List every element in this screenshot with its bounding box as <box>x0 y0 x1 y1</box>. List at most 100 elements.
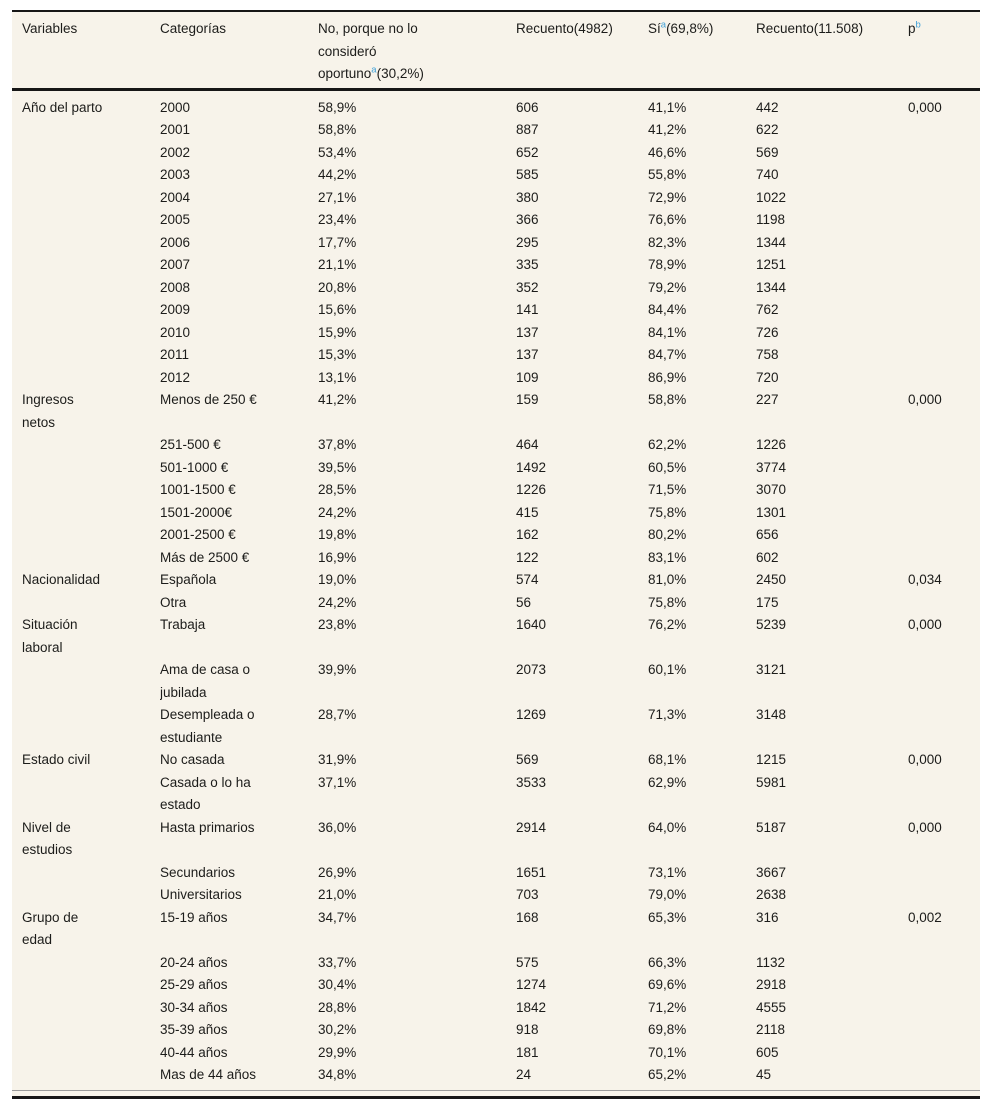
column-header-recuento-no: Recuento(4982) <box>516 12 648 91</box>
table-row: Nacionalidad Española 19,0% 574 81,0% 2450 0,0… <box>12 569 980 592</box>
table-row: 2001-2500 € 19,8% 162 80,2% 656 <box>12 524 980 547</box>
category-cell: Trabaja <box>160 617 206 632</box>
variable-cell <box>12 322 160 345</box>
category-cell: 2003 <box>160 167 191 182</box>
column-header-recuento-si: Recuento(11.508) <box>756 12 908 91</box>
variable-cell <box>12 1064 160 1090</box>
no-count-cell: 352 <box>516 279 539 295</box>
column-header-variables: Variables <box>12 12 160 91</box>
no-percent-cell: 15,6% <box>318 302 357 317</box>
table-row: Universitarios 21,0% 703 79,0% 2638 <box>12 884 980 907</box>
no-percent-cell: 36,0% <box>318 819 357 835</box>
no-count-cell: 918 <box>516 1022 539 1037</box>
no-count-cell: 1226 <box>516 482 547 497</box>
no-count-cell: 137 <box>516 324 539 340</box>
p-value-cell <box>908 367 980 390</box>
p-value-cell <box>908 1064 980 1090</box>
no-percent-cell: 33,7% <box>318 954 357 970</box>
yes-percent-cell: 86,9% <box>648 369 687 385</box>
variable-cell <box>12 659 160 704</box>
column-header-categorias: Categorías <box>160 12 318 91</box>
p-value-cell <box>908 547 980 570</box>
p-value-cell <box>908 952 980 975</box>
no-percent-cell: 28,8% <box>318 999 357 1015</box>
yes-count-cell: 1301 <box>756 504 787 520</box>
yes-count-cell: 3148 <box>756 707 787 722</box>
table-row: Situación laboral Trabaja 23,8% 1640 76,2% 523… <box>12 614 980 659</box>
yes-percent-cell: 71,2% <box>648 999 687 1015</box>
table-row: 40-44 años 29,9% 181 70,1% 605 <box>12 1042 980 1065</box>
yes-percent-cell: 76,6% <box>648 212 687 227</box>
no-count-cell: 181 <box>516 1044 539 1060</box>
category-cell: 30-34 años <box>160 999 228 1015</box>
p-value-cell <box>908 322 980 345</box>
table-row: 2002 53,4% 652 46,6% 569 <box>12 142 980 165</box>
no-count-cell: 606 <box>516 99 539 115</box>
p-value-cell <box>908 209 980 232</box>
yes-count-cell: 5981 <box>756 774 787 790</box>
table-row: 1501-2000€ 24,2% 415 75,8% 1301 <box>12 502 980 525</box>
yes-count-cell: 442 <box>756 99 779 115</box>
variable-cell <box>12 299 160 322</box>
yes-count-cell: 602 <box>756 549 779 565</box>
yes-percent-cell: 84,1% <box>648 324 687 340</box>
variable-cell <box>12 344 160 367</box>
p-value-cell <box>908 772 980 817</box>
no-percent-cell: 53,4% <box>318 144 357 160</box>
no-count-cell: 162 <box>516 527 539 542</box>
no-count-cell: 2073 <box>516 662 547 677</box>
no-count-cell: 574 <box>516 572 539 587</box>
variable-cell <box>12 884 160 907</box>
yes-count-cell: 3121 <box>756 662 787 677</box>
yes-count-cell: 726 <box>756 324 779 340</box>
yes-percent-cell: 71,5% <box>648 482 687 497</box>
category-cell: 2001-2500 € <box>160 527 236 542</box>
variable-cell <box>12 232 160 255</box>
column-header-p-column: pb <box>908 12 980 91</box>
table-row: Año del parto 2000 58,9% 606 41,1% 442 0,000 <box>12 89 980 119</box>
table-row: Grupo de edad 15-19 años 34,7% 168 65,3% 316 0,… <box>12 907 980 952</box>
no-count-cell: 159 <box>516 392 539 407</box>
p-value-cell <box>908 187 980 210</box>
category-cell: 2007 <box>160 257 191 272</box>
no-count-cell: 168 <box>516 909 539 925</box>
yes-count-cell: 227 <box>756 392 779 407</box>
no-count-cell: 1651 <box>516 864 547 880</box>
yes-count-cell: 1344 <box>756 279 787 295</box>
yes-count-cell: 5187 <box>756 819 787 835</box>
table-row: Secundarios 26,9% 1651 73,1% 3667 <box>12 862 980 885</box>
yes-count-cell: 45 <box>756 1067 772 1082</box>
p-value-cell <box>908 997 980 1020</box>
yes-count-cell: 3667 <box>756 864 787 880</box>
p-value-cell <box>908 1042 980 1065</box>
no-percent-cell: 21,1% <box>318 257 357 272</box>
no-percent-cell: 39,9% <box>318 662 357 677</box>
no-percent-cell: 31,9% <box>318 752 357 767</box>
no-count-cell: 703 <box>516 887 539 902</box>
variable-cell <box>12 164 160 187</box>
category-cell: 1501-2000€ <box>160 504 233 520</box>
no-percent-cell: 28,5% <box>318 482 357 497</box>
category-cell: 2011 <box>160 347 190 362</box>
table-row: 2001 58,8% 887 41,2% 622 <box>12 119 980 142</box>
yes-count-cell: 569 <box>756 144 779 160</box>
results-table-container: Variables Categorías No, porque no lo consi… <box>12 10 980 1099</box>
variable-cell <box>12 547 160 570</box>
category-cell: 2004 <box>160 189 191 205</box>
no-percent-cell: 23,4% <box>318 212 357 227</box>
yes-percent-cell: 75,8% <box>648 504 687 520</box>
p-value-cell <box>908 592 980 615</box>
variable-cell: Ingresos netos <box>22 392 74 430</box>
no-percent-cell: 39,5% <box>318 459 357 475</box>
yes-percent-cell: 55,8% <box>648 167 687 182</box>
yes-count-cell: 605 <box>756 1044 779 1060</box>
variable-cell <box>12 952 160 975</box>
table-header-row: Variables Categorías No, porque no lo consi… <box>12 12 980 91</box>
p-value-cell <box>908 862 980 885</box>
no-percent-cell: 19,8% <box>318 527 357 542</box>
category-cell: Española <box>160 572 217 587</box>
p-value-cell <box>908 277 980 300</box>
yes-count-cell: 762 <box>756 302 779 317</box>
variable-cell: Grupo de edad <box>22 909 79 948</box>
yes-percent-cell: 79,0% <box>648 887 687 902</box>
